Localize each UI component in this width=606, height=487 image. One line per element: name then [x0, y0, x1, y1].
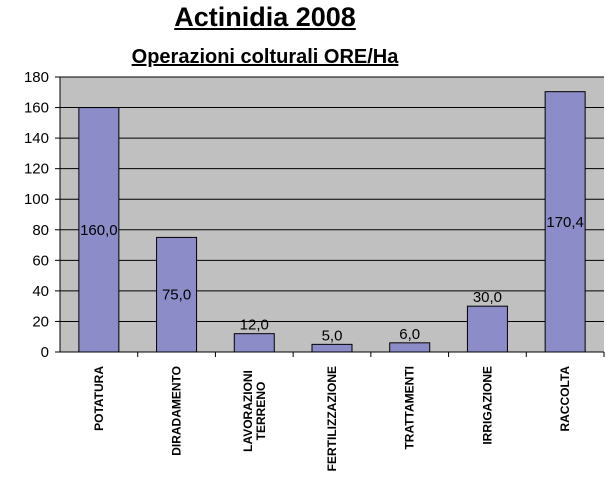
x-category-label: FERTILIZZAZIONE — [325, 366, 339, 471]
x-category-label: LAVORAZIONI TERRENO — [241, 370, 268, 452]
data-label: 6,0 — [399, 326, 420, 343]
data-label: 12,0 — [240, 317, 269, 334]
x-category-label: DIRADAMENTO — [170, 366, 184, 456]
x-category-label: RACCOLTA — [558, 366, 572, 432]
x-category-label: IRRIGAZIONE — [480, 366, 494, 445]
y-tick-label: 180 — [24, 69, 49, 86]
y-tick-label: 40 — [32, 283, 49, 300]
x-category-label: POTATURA — [92, 366, 106, 431]
x-category-label: TRATTAMENTI — [403, 366, 417, 450]
bar — [233, 333, 275, 353]
x-category-text: DIRADAMENTO — [170, 366, 184, 456]
x-category-text: LAVORAZIONI — [241, 370, 255, 452]
bar — [466, 305, 508, 353]
bar — [544, 91, 586, 353]
x-category-text: TERRENO — [254, 382, 268, 441]
x-category-text: POTATURA — [92, 366, 106, 431]
plot-area — [60, 77, 604, 352]
data-label: 170,4 — [546, 214, 584, 231]
x-category-text: TRATTAMENTI — [403, 366, 417, 450]
x-category-text: IRRIGAZIONE — [480, 366, 494, 445]
y-tick-label: 0 — [41, 344, 49, 361]
x-category-text: FERTILIZZAZIONE — [325, 366, 339, 471]
y-tick-label: 160 — [24, 100, 49, 117]
data-label: 160,0 — [80, 222, 118, 239]
data-label: 5,0 — [322, 327, 343, 344]
x-category-text: RACCOLTA — [558, 366, 572, 432]
bar — [389, 342, 431, 353]
y-tick-label: 140 — [24, 130, 49, 147]
y-tick-label: 80 — [32, 222, 49, 239]
chart-title: Actinidia 2008 — [174, 2, 356, 32]
data-label: 30,0 — [473, 289, 502, 306]
data-label: 75,0 — [162, 287, 191, 304]
bar — [156, 236, 198, 353]
bar — [78, 107, 120, 353]
bar — [311, 343, 353, 353]
y-tick-label: 60 — [32, 252, 49, 269]
y-tick-label: 120 — [24, 161, 49, 178]
y-tick-label: 100 — [24, 191, 49, 208]
y-tick-label: 20 — [32, 313, 49, 330]
chart-subtitle: Operazioni colturali ORE/Ha — [131, 46, 399, 68]
